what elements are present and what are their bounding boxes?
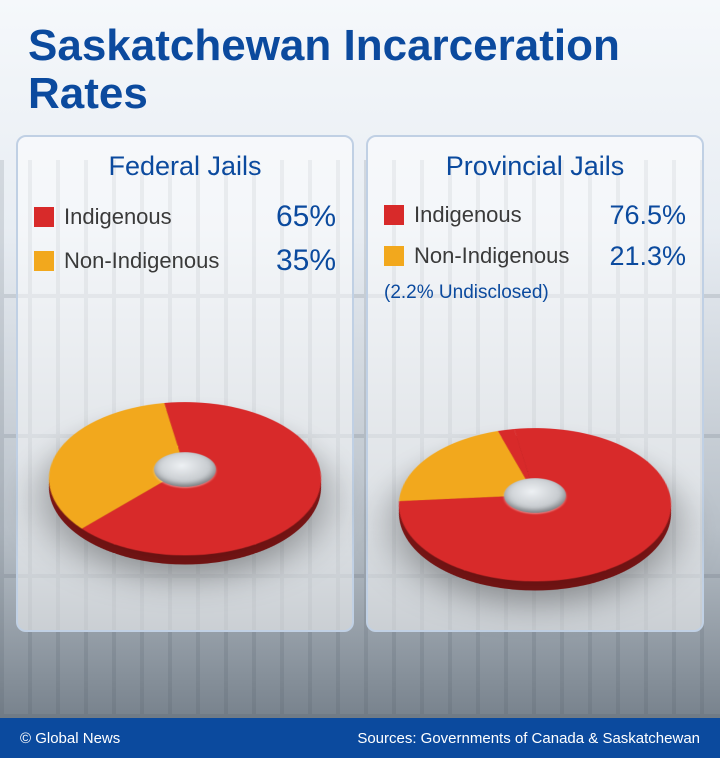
panel-title: Federal Jails <box>34 151 336 182</box>
panel-federal-jails: Federal Jails Indigenous 65% Non-Indigenous… <box>16 135 354 632</box>
legend-left: Non-Indigenous <box>34 248 219 274</box>
panel-provincial-jails: Provincial Jails Indigenous 76.5% Non-Indig… <box>366 135 704 632</box>
legend-row: Indigenous 76.5% <box>384 200 686 231</box>
legend-label: Non-Indigenous <box>414 243 569 269</box>
legend-label: Indigenous <box>64 204 172 230</box>
legend-row: Non-Indigenous 35% <box>34 244 336 278</box>
pie-chart-top <box>380 428 689 581</box>
legend-swatch <box>34 251 54 271</box>
pie-chart-top <box>30 402 339 555</box>
legend-value: 76.5% <box>609 200 686 231</box>
footer-copyright: © Global News <box>20 730 120 747</box>
pie-chart-hole <box>153 452 217 487</box>
legend-swatch <box>384 205 404 225</box>
legend-swatch <box>34 207 54 227</box>
legend-left: Indigenous <box>34 204 172 230</box>
footer-bar: © Global News Sources: Governments of Ca… <box>0 718 720 758</box>
footer-sources: Sources: Governments of Canada & Saskatc… <box>357 730 700 747</box>
pie-chart-hole <box>503 478 567 513</box>
panel-title: Provincial Jails <box>384 151 686 182</box>
legend-value: 21.3% <box>609 241 686 272</box>
page-title: Saskatchewan Incarceration Rates <box>0 0 720 131</box>
legend-row: Non-Indigenous 21.3% <box>384 241 686 272</box>
legend-value: 65% <box>276 200 336 234</box>
legend-left: Indigenous <box>384 202 522 228</box>
legend-label: Non-Indigenous <box>64 248 219 274</box>
legend-left: Non-Indigenous <box>384 243 569 269</box>
legend-row: Indigenous 65% <box>34 200 336 234</box>
legend-label: Indigenous <box>414 202 522 228</box>
legend-value: 35% <box>276 244 336 278</box>
legend-note: (2.2% Undisclosed) <box>384 282 686 304</box>
pie-chart <box>384 320 686 610</box>
pie-chart <box>34 294 336 584</box>
legend-swatch <box>384 246 404 266</box>
